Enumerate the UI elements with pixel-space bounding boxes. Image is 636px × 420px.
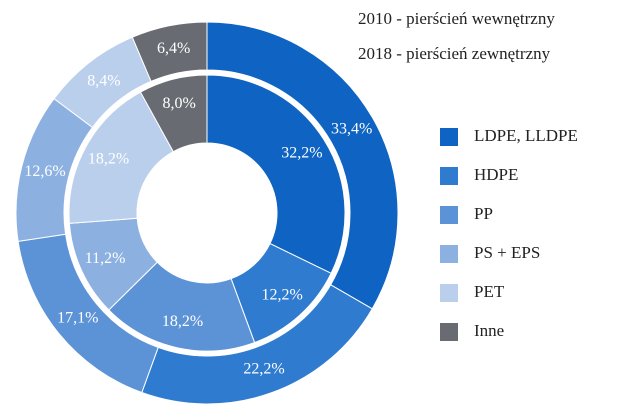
data-label: 33,4% xyxy=(331,120,372,137)
data-label: 8,4% xyxy=(87,72,120,89)
slice xyxy=(131,21,208,83)
ring-caption: 2010 - pierścień wewnętrzny xyxy=(358,9,555,28)
data-label: 22,2% xyxy=(243,361,284,378)
data-label: 6,4% xyxy=(157,40,190,57)
legend-swatch xyxy=(440,206,458,224)
data-label: 11,2% xyxy=(85,250,126,267)
legend-swatch xyxy=(440,128,458,146)
data-label: 8,0% xyxy=(162,95,195,112)
data-label: 17,1% xyxy=(57,309,98,326)
legend-label: PS + EPS xyxy=(474,243,540,262)
data-label: 12,2% xyxy=(261,287,302,304)
legend-label: LDPE, LLDPE xyxy=(474,126,578,145)
legend-swatch xyxy=(440,323,458,341)
data-label: 32,2% xyxy=(281,144,322,161)
slice xyxy=(206,74,346,274)
ring-caption: 2018 - pierścień zewnętrzny xyxy=(358,44,551,63)
legend-swatch xyxy=(440,284,458,302)
legend-swatch xyxy=(440,167,458,185)
legend-label: Inne xyxy=(474,321,504,340)
slice xyxy=(139,74,208,153)
slice xyxy=(68,91,174,224)
legend-label: HDPE xyxy=(474,165,518,184)
legend-swatch xyxy=(440,245,458,263)
data-label: 18,2% xyxy=(88,150,129,167)
data-label: 18,2% xyxy=(162,313,203,330)
legend-label: PET xyxy=(474,282,505,301)
slice xyxy=(108,261,256,352)
legend-label: PP xyxy=(474,204,493,223)
data-label: 12,6% xyxy=(24,163,65,180)
